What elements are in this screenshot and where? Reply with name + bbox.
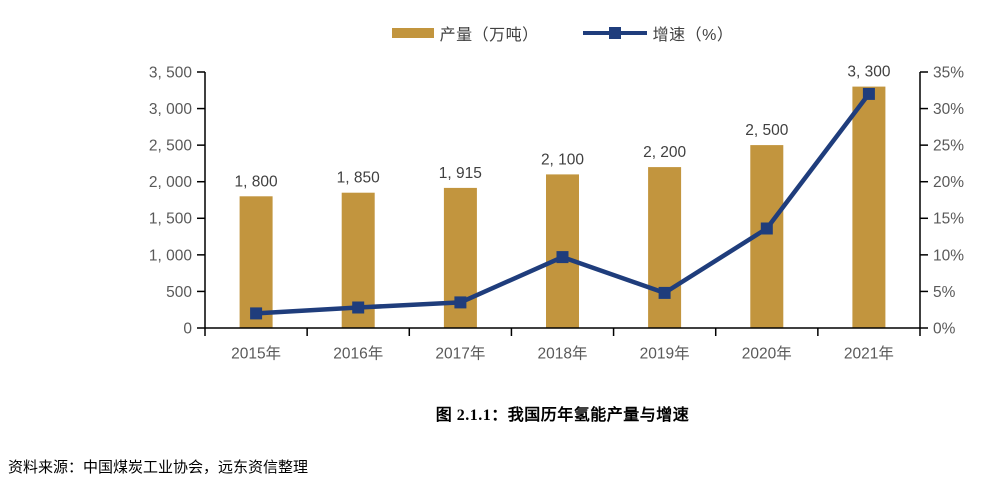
legend-item-growth: 增速（%） <box>582 21 734 45</box>
bar-value-label: 1, 800 <box>235 173 278 190</box>
growth-marker <box>454 296 467 309</box>
bar-value-label: 3, 300 <box>847 64 890 81</box>
y-axis-left-tick-label: 3, 500 <box>149 64 192 81</box>
figure-caption: 图 2.1.1：我国历年氢能产量与增速 <box>435 407 690 424</box>
y-axis-left-tick-label: 2, 000 <box>149 174 192 191</box>
y-axis-left-tick-label: 500 <box>166 284 192 301</box>
x-axis-tick-label: 2017年 <box>435 344 485 362</box>
line-swatch-marker <box>608 27 621 39</box>
line-series-swatch-icon <box>582 26 647 40</box>
bar-value-label: 1, 915 <box>439 165 482 182</box>
growth-marker <box>556 251 569 264</box>
bar <box>239 196 273 328</box>
growth-marker <box>862 87 875 100</box>
growth-marker <box>658 286 671 299</box>
y-axis-left-tick-label: 0 <box>183 320 192 337</box>
bar-value-label: 2, 100 <box>541 151 584 168</box>
bar-series-swatch-icon <box>391 28 434 38</box>
y-axis-left-tick-label: 3, 000 <box>149 101 192 118</box>
growth-marker <box>250 307 263 320</box>
x-axis-tick-label: 2019年 <box>640 344 690 362</box>
source-note: 资料来源：中国煤炭工业协会，远东资信整理 <box>8 460 309 476</box>
legend-label-production: 产量（万吨） <box>439 27 539 44</box>
bar-value-label: 1, 850 <box>337 170 380 187</box>
y-axis-left-tick-label: 2, 500 <box>149 138 192 155</box>
x-axis-tick-label: 2015年 <box>231 344 281 362</box>
y-axis-right-tick-label: 5% <box>933 284 956 301</box>
growth-marker <box>352 301 365 314</box>
combo-chart: 1, 800 1, 850 1, 915 2, 100 2, 200 2, 500 3, 3… <box>149 64 964 363</box>
bar-value-label: 2, 200 <box>643 144 686 161</box>
x-axis-tick-label: 2018年 <box>538 344 588 362</box>
y-axis-right-tick-label: 10% <box>933 247 964 264</box>
chart-legend: 产量（万吨） 增速（%） <box>205 21 920 45</box>
y-axis-right-tick-label: 0% <box>933 320 956 337</box>
x-axis-tick-label: 2020年 <box>742 344 792 362</box>
y-axis-right-tick-label: 30% <box>933 101 964 118</box>
bar-value-label: 2, 500 <box>745 122 788 139</box>
y-axis-right-tick-label: 35% <box>933 64 964 81</box>
y-axis-left-tick-label: 1, 500 <box>149 211 192 228</box>
x-axis-tick-label: 2021年 <box>844 344 894 362</box>
y-axis-right-tick-label: 20% <box>933 174 964 191</box>
legend-label-growth: 增速（%） <box>652 27 734 44</box>
growth-marker <box>760 222 773 235</box>
y-axis-left-tick-label: 1, 000 <box>149 247 192 264</box>
bar <box>648 167 682 328</box>
y-axis-right-tick-label: 25% <box>933 138 964 155</box>
x-axis-tick-label: 2016年 <box>333 344 383 362</box>
bar <box>852 86 886 328</box>
y-axis-right-tick-label: 15% <box>933 211 964 228</box>
legend-item-production: 产量（万吨） <box>391 21 539 45</box>
